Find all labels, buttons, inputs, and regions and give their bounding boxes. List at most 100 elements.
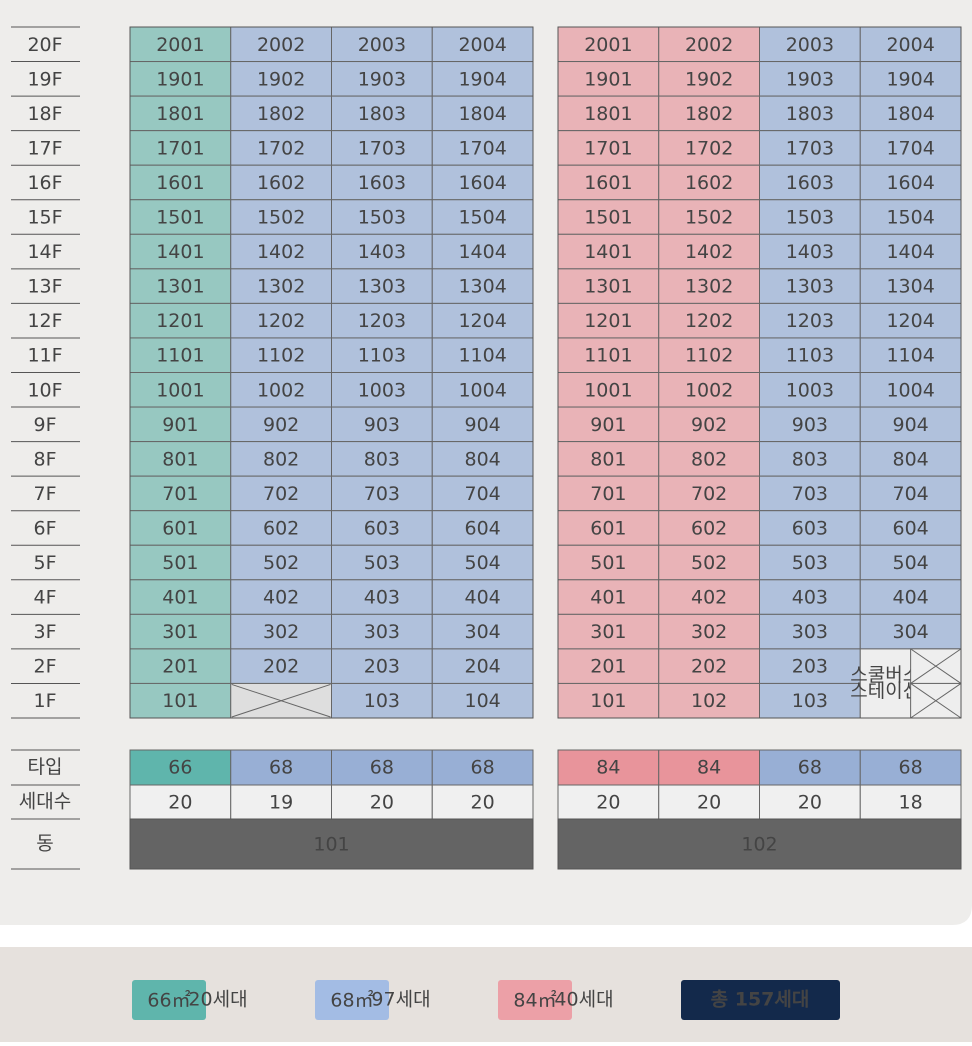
unit-cell — [859, 579, 962, 615]
unit-number: 602 — [691, 517, 727, 539]
building-name: 102 — [741, 834, 777, 856]
legend-count: 20세대 — [188, 989, 247, 1011]
unit-cell — [230, 130, 332, 166]
total-badge — [681, 980, 840, 1020]
unit-number: 1604 — [886, 172, 934, 194]
unit-cell — [230, 268, 332, 304]
unit-number: 1504 — [458, 207, 506, 229]
legend-badge — [315, 980, 389, 1020]
unit-cell — [230, 648, 332, 684]
unit-cell — [431, 441, 534, 477]
floor-label: 3F — [33, 621, 56, 643]
unit-number: 403 — [364, 587, 400, 609]
unit-cell — [759, 406, 861, 443]
floor-label: 7F — [33, 483, 56, 505]
unit-cell — [230, 372, 332, 408]
unit-cell — [129, 613, 232, 650]
unit-cell — [230, 302, 332, 339]
unit-number: 1901 — [156, 68, 204, 90]
unit-number: 1004 — [458, 379, 506, 401]
unit-cell — [557, 406, 660, 443]
row-label: 타입 — [28, 756, 63, 778]
row-label: 세대수 — [19, 791, 71, 813]
floor-label: 1F — [33, 690, 56, 712]
unit-number: 1703 — [786, 137, 834, 159]
unit-cell — [230, 164, 332, 201]
unit-cell — [230, 441, 332, 477]
unit-number: 903 — [792, 414, 828, 436]
unit-cell — [859, 510, 962, 546]
type-value: 68 — [798, 757, 822, 779]
type-value: 84 — [697, 757, 721, 779]
unit-number: 502 — [263, 552, 299, 574]
unit-number: 1401 — [156, 241, 204, 263]
unit-number: 1603 — [786, 172, 834, 194]
count-value: 20 — [471, 792, 495, 814]
unit-number: 402 — [263, 587, 299, 609]
unit-number: 1002 — [257, 379, 305, 401]
unit-number: 1303 — [786, 276, 834, 298]
unit-cell — [557, 613, 660, 650]
unit-number: 902 — [263, 414, 299, 436]
unit-cell — [230, 579, 332, 615]
unit-number: 102 — [691, 690, 727, 712]
unit-number: 1103 — [786, 345, 834, 367]
floor-label: 20F — [27, 34, 62, 56]
unit-number: 1302 — [685, 276, 733, 298]
count-value: 20 — [798, 792, 822, 814]
cross — [910, 648, 962, 684]
unit-number: 404 — [892, 587, 928, 609]
unit-number: 1601 — [156, 172, 204, 194]
unit-number: 2004 — [458, 34, 506, 56]
unit-number: 1202 — [685, 310, 733, 332]
unit-cell — [331, 95, 433, 132]
unit-number: 2002 — [257, 34, 305, 56]
unit-number: 1803 — [786, 103, 834, 125]
unit-cell — [331, 613, 433, 650]
unit-number: 1004 — [886, 379, 934, 401]
unit-number: 304 — [892, 621, 928, 643]
unit-cell — [759, 441, 861, 477]
floor-label: 9F — [33, 414, 56, 436]
floor-label: 18F — [27, 103, 62, 125]
unit-number: 1402 — [685, 241, 733, 263]
grid-frame — [129, 26, 534, 719]
unit-number: 1002 — [685, 379, 733, 401]
floor-label: 17F — [27, 137, 62, 159]
unit-cell — [658, 682, 760, 719]
unit-cell — [859, 26, 962, 63]
unit-number: 1502 — [257, 207, 305, 229]
unit-cell — [129, 544, 232, 581]
unit-number: 1901 — [584, 68, 632, 90]
unit-number: 1903 — [786, 68, 834, 90]
count-value: 20 — [596, 792, 620, 814]
unit-number: 1404 — [458, 241, 506, 263]
unit-number: 203 — [364, 656, 400, 678]
unit-number: 1303 — [358, 276, 406, 298]
type-cell — [431, 749, 534, 786]
unit-number: 303 — [364, 621, 400, 643]
unit-cell — [230, 406, 332, 443]
unit-number: 602 — [263, 517, 299, 539]
unit-cell — [129, 682, 232, 719]
unit-number: 1501 — [584, 207, 632, 229]
unit-cell — [859, 441, 962, 477]
unit-cell — [557, 337, 660, 374]
unit-number: 1803 — [358, 103, 406, 125]
unit-number: 1202 — [257, 310, 305, 332]
unit-number: 502 — [691, 552, 727, 574]
unit-number: 401 — [162, 587, 198, 609]
unit-number: 1702 — [257, 137, 305, 159]
floor-label: 5F — [33, 552, 56, 574]
unit-cell — [129, 475, 232, 512]
unit-cell — [759, 337, 861, 374]
unit-number: 1903 — [358, 68, 406, 90]
unit-number: 801 — [162, 448, 198, 470]
unit-cell — [859, 544, 962, 581]
unit-number: 701 — [590, 483, 626, 505]
unit-number: 504 — [464, 552, 500, 574]
unit-cell — [230, 337, 332, 374]
floor-label: 16F — [27, 172, 62, 194]
unit-cell — [658, 579, 760, 615]
unit-number: 1703 — [358, 137, 406, 159]
